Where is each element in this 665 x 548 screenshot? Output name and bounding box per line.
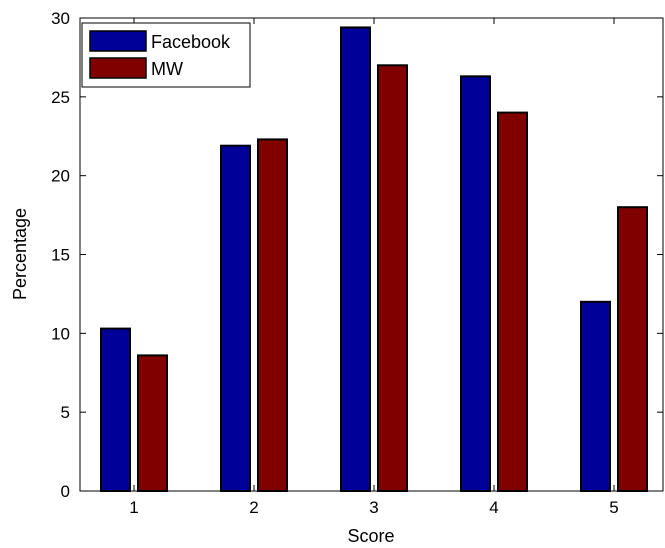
y-tick-label: 15 bbox=[51, 246, 70, 265]
y-tick-label: 25 bbox=[51, 88, 70, 107]
bar-mw-score-1 bbox=[137, 354, 168, 493]
y-tick-label: 0 bbox=[61, 482, 70, 501]
bar-facebook-score-1 bbox=[100, 327, 131, 492]
bar-facebook-score-5 bbox=[580, 300, 611, 492]
y-tick-label: 30 bbox=[51, 9, 70, 28]
legend-swatch-facebook bbox=[89, 30, 147, 52]
legend-label-mw: MW bbox=[151, 59, 183, 79]
bars-group bbox=[100, 26, 648, 493]
y-axis-title: Percentage bbox=[10, 208, 30, 300]
bar-mw-score-3 bbox=[377, 64, 408, 493]
x-axis-ticks: 1 2 3 4 5 bbox=[129, 18, 619, 517]
legend-label-facebook: Facebook bbox=[151, 32, 231, 52]
plot-area bbox=[80, 18, 663, 491]
bar-facebook-score-4 bbox=[460, 75, 491, 492]
x-axis-title: Score bbox=[347, 526, 394, 546]
x-tick-label: 3 bbox=[369, 498, 378, 517]
bar-mw-score-5 bbox=[617, 206, 648, 492]
y-tick-label: 10 bbox=[51, 324, 70, 343]
x-tick-label: 2 bbox=[249, 498, 258, 517]
legend: Facebook MW bbox=[81, 22, 251, 88]
y-axis-ticks: 0 5 10 15 20 25 30 bbox=[51, 9, 663, 501]
legend-swatch-mw bbox=[89, 57, 147, 79]
x-tick-label: 5 bbox=[609, 498, 618, 517]
bar-mw-score-4 bbox=[497, 111, 528, 492]
y-tick-label: 20 bbox=[51, 167, 70, 186]
bar-facebook-score-2 bbox=[220, 144, 251, 493]
bar-facebook-score-3 bbox=[340, 26, 371, 493]
bar-mw-score-2 bbox=[257, 138, 288, 493]
y-tick-label: 5 bbox=[61, 403, 70, 422]
plot-frame bbox=[79, 17, 664, 492]
x-tick-label: 4 bbox=[489, 498, 498, 517]
x-tick-label: 1 bbox=[129, 498, 138, 517]
